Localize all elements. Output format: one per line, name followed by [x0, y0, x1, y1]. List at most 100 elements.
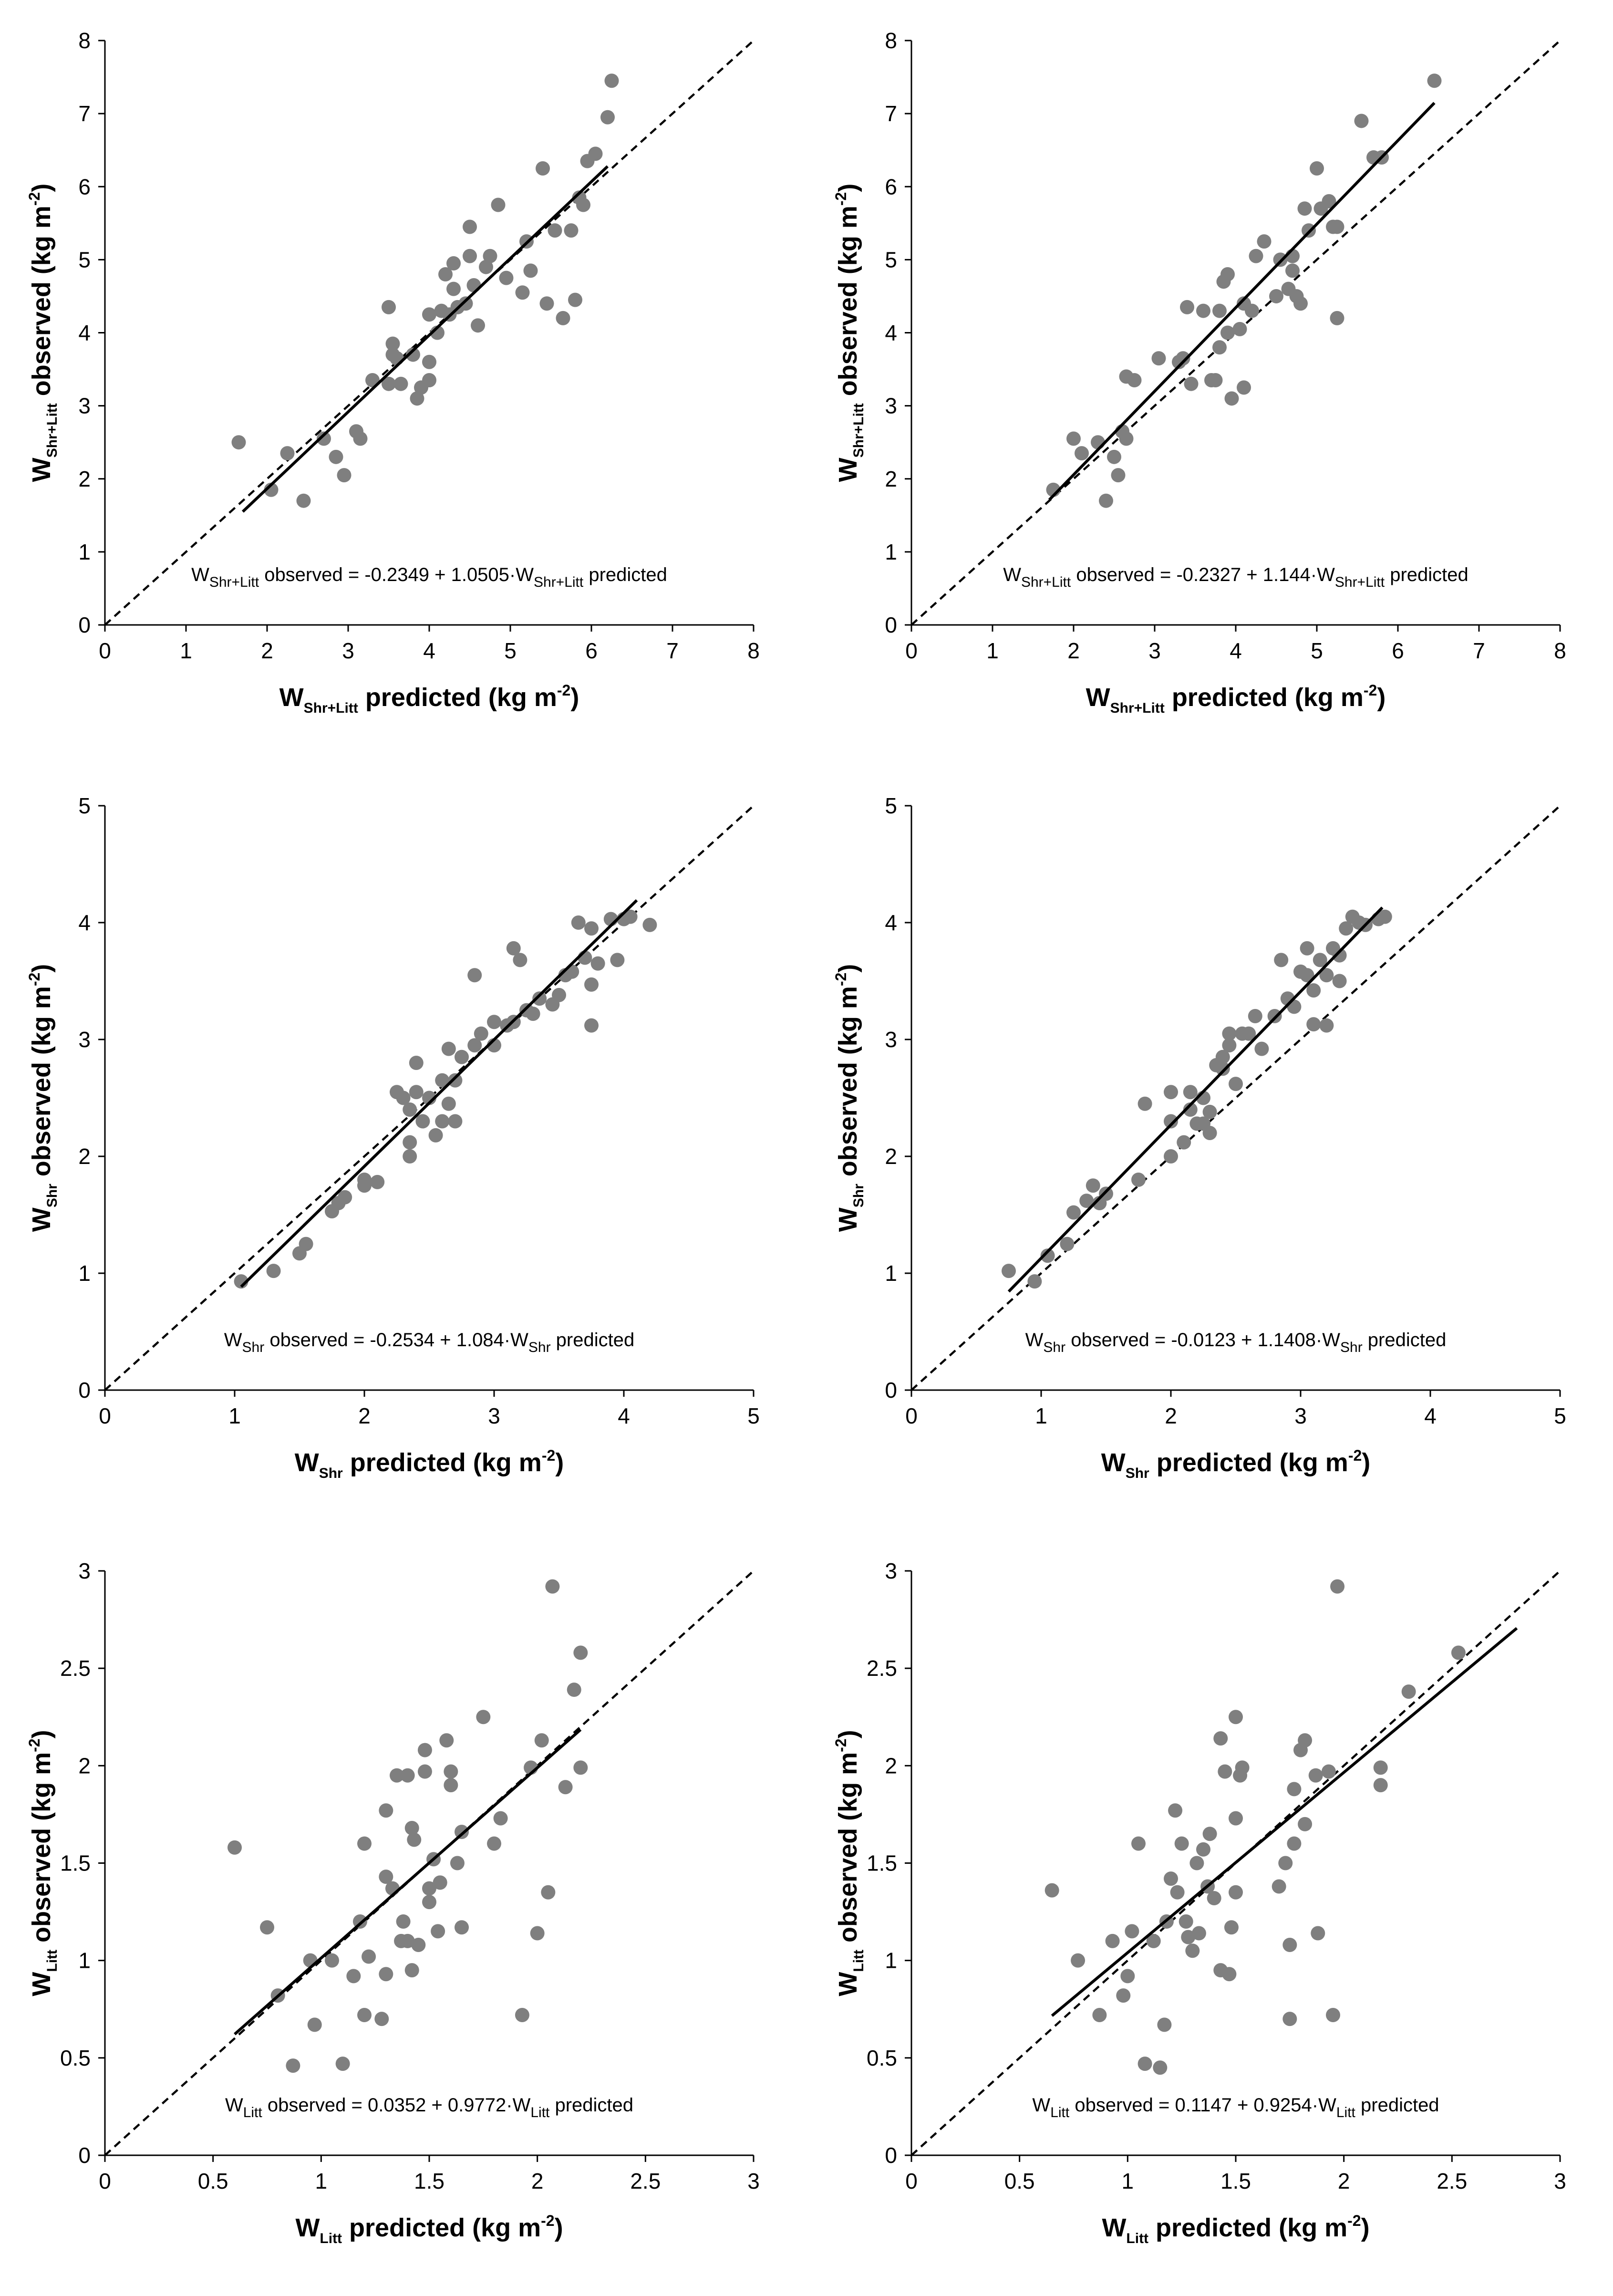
data-point [1127, 373, 1142, 388]
data-point [396, 1914, 411, 1929]
data-point [463, 219, 477, 234]
x-tick-label: 3 [1148, 638, 1161, 663]
x-axis-label: WLitt predicted (kg m-2) [1102, 2212, 1369, 2246]
data-point [299, 1236, 313, 1251]
data-point [1177, 1135, 1191, 1150]
data-point [1107, 449, 1121, 464]
data-point [558, 1780, 573, 1795]
data-point [431, 1924, 445, 1939]
chart-panel-1: 0 1 2 3 4 5 6 7 8 0 1 2 3 4 5 6 7 8 WShr+Litt observed = -… [0, 0, 806, 765]
data-point [1170, 1885, 1185, 1900]
data-point [455, 1049, 469, 1064]
x-tick-label: 0 [99, 1403, 111, 1428]
x-tick-label: 1 [315, 2169, 328, 2193]
x-axis-label: WShr predicted (kg m-2) [1101, 1447, 1371, 1481]
data-point [532, 991, 547, 1006]
data-point [446, 256, 461, 271]
data-point [1164, 1114, 1178, 1129]
data-point [409, 1056, 424, 1070]
chart-panel-3: 0 1 2 3 4 5 0 1 2 3 4 5 WShr observed = -0.2534 + 1.… [0, 765, 806, 1530]
data-point [335, 2057, 350, 2071]
y-tick-label: 6 [78, 174, 91, 199]
data-point [329, 449, 343, 464]
data-point [1215, 1061, 1230, 1076]
x-tick-label: 2.5 [630, 2169, 661, 2193]
data-point [382, 300, 396, 314]
identity-line [104, 1570, 755, 2156]
identity-line [910, 40, 1561, 626]
x-tick-label: 5 [504, 638, 517, 663]
data-point [1131, 1173, 1146, 1187]
data-point [286, 2058, 300, 2073]
x-tick-label: 4 [423, 638, 435, 663]
x-tick-label: 3 [1294, 1403, 1307, 1428]
data-point [444, 1764, 458, 1779]
x-tick-label: 0.5 [1004, 2169, 1035, 2193]
x-tick-label: 0 [99, 2169, 111, 2193]
scatter-plot-3: 0 1 2 3 4 5 0 1 2 3 4 5 WShr observed = -0.2534 + 1.… [26, 793, 760, 1481]
data-point [1125, 1924, 1139, 1939]
data-point [1308, 1768, 1323, 1783]
y-tick-label: 0 [78, 1378, 91, 1403]
data-point [1330, 311, 1344, 325]
data-point [374, 2012, 389, 2026]
data-point [506, 941, 521, 956]
data-point [1282, 1938, 1297, 1952]
data-point [1229, 1811, 1243, 1826]
data-point [467, 1038, 482, 1053]
data-point [346, 1969, 361, 1984]
y-tick-label: 4 [78, 321, 91, 345]
regression-equation: WShr+Litt observed = -0.2349 + 1.0505·WS… [191, 564, 667, 590]
data-point [1282, 2012, 1297, 2026]
data-point [357, 2008, 372, 2022]
data-point [1168, 1803, 1183, 1818]
x-tick-label: 2.5 [1437, 2169, 1467, 2193]
data-point [1119, 431, 1134, 446]
data-point [534, 1733, 549, 1748]
data-point [474, 1026, 488, 1041]
data-point [1208, 373, 1223, 388]
data-point [422, 373, 436, 388]
data-point [317, 431, 331, 446]
data-point [610, 953, 625, 967]
data-point [556, 311, 570, 325]
x-tick-label: 1 [180, 638, 192, 663]
data-point [280, 446, 295, 461]
data-point [1002, 1264, 1016, 1278]
data-point [463, 249, 477, 263]
data-point [1218, 1764, 1232, 1779]
data-point [450, 1856, 465, 1870]
data-point [1285, 263, 1300, 278]
data-point [1241, 1026, 1256, 1041]
data-point [455, 1825, 469, 1839]
data-point [584, 977, 599, 992]
data-point [410, 391, 424, 406]
data-point [435, 1073, 450, 1088]
data-point [1269, 289, 1283, 303]
x-tick-label: 0 [99, 638, 111, 663]
data-point [1321, 1764, 1336, 1779]
data-point [1092, 2008, 1107, 2022]
data-point [448, 1114, 463, 1129]
data-point [1184, 376, 1199, 391]
data-point [1339, 921, 1354, 936]
data-point [584, 921, 599, 936]
y-tick-label: 1 [885, 1948, 897, 1973]
data-point [400, 1933, 415, 1948]
scatter-plot-6: 0 0.5 1 1.5 2 2.5 3 0 0.5 1 1.5 2 2.5 3 WLitt observed… [832, 1558, 1566, 2246]
data-point [1319, 1018, 1334, 1033]
data-point [1220, 325, 1235, 340]
y-tick-label: 0.5 [867, 2046, 897, 2070]
data-point [548, 223, 562, 238]
data-point [1174, 1836, 1189, 1851]
data-point [1257, 234, 1272, 249]
data-point [260, 1920, 274, 1935]
data-point [1232, 322, 1247, 336]
data-point [515, 2008, 529, 2022]
data-point [231, 435, 246, 450]
data-point [1196, 1842, 1210, 1857]
y-tick-label: 1.5 [60, 1851, 91, 1876]
data-point [1245, 303, 1259, 318]
chart-panel-5: 0 0.5 1 1.5 2 2.5 3 0 0.5 1 1.5 2 2.5 3 WLitt observed… [0, 1530, 806, 2296]
x-tick-label: 1 [1122, 2169, 1134, 2193]
